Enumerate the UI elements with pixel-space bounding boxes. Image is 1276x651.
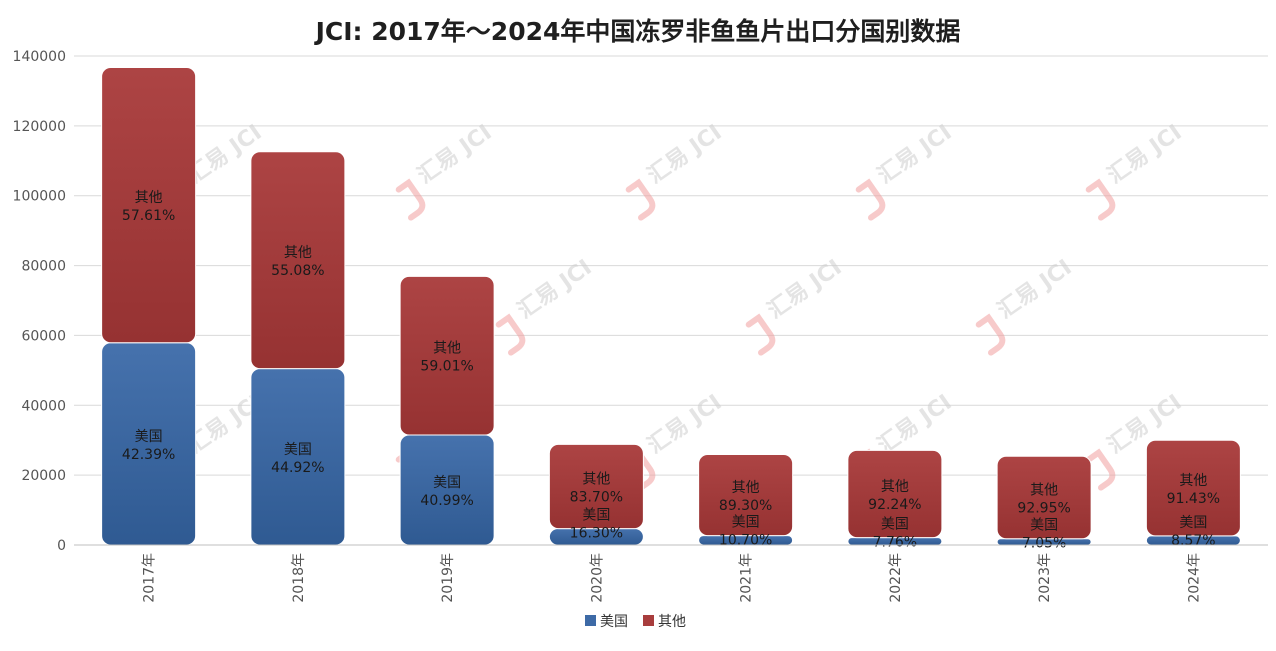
data-label-percent: 7.05% <box>1022 536 1066 552</box>
watermark-text: 汇易 JCI <box>413 120 496 189</box>
bar-other[interactable] <box>1145 439 1241 537</box>
watermark-text: 汇易 JCI <box>873 390 956 459</box>
watermark-text: 汇易 JCI <box>643 120 726 189</box>
data-label-percent: 59.01% <box>420 359 473 375</box>
y-tick-label: 120000 <box>13 119 66 135</box>
data-label-percent: 92.95% <box>1017 500 1070 516</box>
bars: 美国 42.39% 其他 57.61% 美国 44.92% 其他 55.08% 美国 40.99%… <box>101 67 1241 552</box>
watermark-logo: 汇易 JCI <box>975 255 1077 356</box>
bar-other[interactable] <box>996 455 1092 540</box>
data-label-percent: 92.24% <box>868 497 921 513</box>
data-label-percent: 44.92% <box>271 460 324 476</box>
y-tick-label: 80000 <box>21 259 66 275</box>
x-tick-label: 2023年 <box>1037 553 1053 603</box>
legend-swatch-usa[interactable] <box>585 615 596 626</box>
watermark-mark <box>625 178 656 221</box>
axes: 0 20000 40000 60000 80000 100000 120000 140000 2… <box>13 49 1268 603</box>
watermark-logo: 汇易 JCI <box>395 120 497 221</box>
data-label-percent: 8.57% <box>1171 533 1215 549</box>
data-label-percent: 83.70% <box>570 489 623 505</box>
data-label-percent: 40.99% <box>420 493 473 509</box>
data-label-series: 其他 <box>135 190 163 206</box>
data-label-percent: 91.43% <box>1167 491 1220 507</box>
data-label-series: 美国 <box>582 508 610 524</box>
watermark-text: 汇易 JCI <box>873 120 956 189</box>
data-label-percent: 16.30% <box>570 526 623 542</box>
data-label-percent: 89.30% <box>719 498 772 514</box>
watermark-logo: 汇易 JCI <box>495 255 597 356</box>
y-tick-label: 0 <box>57 538 66 554</box>
watermark-text: 汇易 JCI <box>643 390 726 459</box>
watermark-logo: 汇易 JCI <box>745 255 847 356</box>
legend-label[interactable]: 其他 <box>658 614 686 630</box>
data-label-series: 美国 <box>732 515 760 531</box>
legend: 美国 其他 <box>585 614 686 630</box>
x-tick-label: 2020年 <box>589 553 605 603</box>
watermark-mark <box>495 313 526 356</box>
x-tick-label: 2019年 <box>440 553 456 603</box>
watermark-logo: 汇易 JCI <box>1085 120 1187 221</box>
x-tick-label: 2022年 <box>888 553 904 603</box>
x-tick-label: 2024年 <box>1186 553 1202 603</box>
bar-other[interactable] <box>399 275 495 436</box>
y-tick-label: 60000 <box>21 328 66 344</box>
x-tick-label: 2017年 <box>142 553 158 603</box>
data-label-series: 美国 <box>1030 518 1058 534</box>
watermark-logo: 汇易 JCI <box>625 120 727 221</box>
bar-other[interactable] <box>847 449 943 539</box>
legend-label[interactable]: 美国 <box>600 614 628 630</box>
y-tick-label: 100000 <box>13 189 66 205</box>
watermark-mark <box>745 313 776 356</box>
data-label-series: 其他 <box>1030 482 1058 498</box>
data-label-series: 美国 <box>881 517 909 533</box>
data-label-series: 美国 <box>135 429 163 445</box>
data-label-series: 其他 <box>582 471 610 487</box>
data-label-percent: 55.08% <box>271 263 324 279</box>
data-label-series: 美国 <box>1179 515 1207 531</box>
bar-other[interactable] <box>250 151 346 370</box>
data-label-series: 美国 <box>433 475 461 491</box>
watermark-mark <box>855 178 886 221</box>
data-label-percent: 57.61% <box>122 208 175 224</box>
bar-other[interactable] <box>101 67 197 344</box>
y-tick-label: 20000 <box>21 468 66 484</box>
data-label-series: 其他 <box>1179 473 1207 489</box>
bar-other[interactable] <box>548 443 644 530</box>
data-label-series: 其他 <box>732 480 760 496</box>
watermark-mark <box>625 448 656 491</box>
data-label-series: 美国 <box>284 442 312 458</box>
watermark-mark <box>1085 178 1116 221</box>
watermark-mark <box>395 178 426 221</box>
watermark-mark <box>1085 448 1116 491</box>
data-label-series: 其他 <box>433 341 461 357</box>
data-label-percent: 10.70% <box>719 533 772 549</box>
y-tick-label: 140000 <box>13 49 66 65</box>
data-label-percent: 42.39% <box>122 447 175 463</box>
x-tick-label: 2018年 <box>291 553 307 603</box>
data-label-percent: 7.76% <box>873 535 917 551</box>
data-label-series: 其他 <box>881 479 909 495</box>
watermark-mark <box>975 313 1006 356</box>
watermark-logo: 汇易 JCI <box>855 120 957 221</box>
watermark-text: 汇易 JCI <box>1103 120 1186 189</box>
x-tick-label: 2021年 <box>739 553 755 603</box>
legend-swatch-other[interactable] <box>643 615 654 626</box>
data-label-series: 其他 <box>284 245 312 261</box>
chart-title: JCI: 2017年～2024年中国冻罗非鱼鱼片出口分国别数据 <box>314 17 961 46</box>
bar-other[interactable] <box>698 454 794 537</box>
y-tick-label: 40000 <box>21 398 66 414</box>
